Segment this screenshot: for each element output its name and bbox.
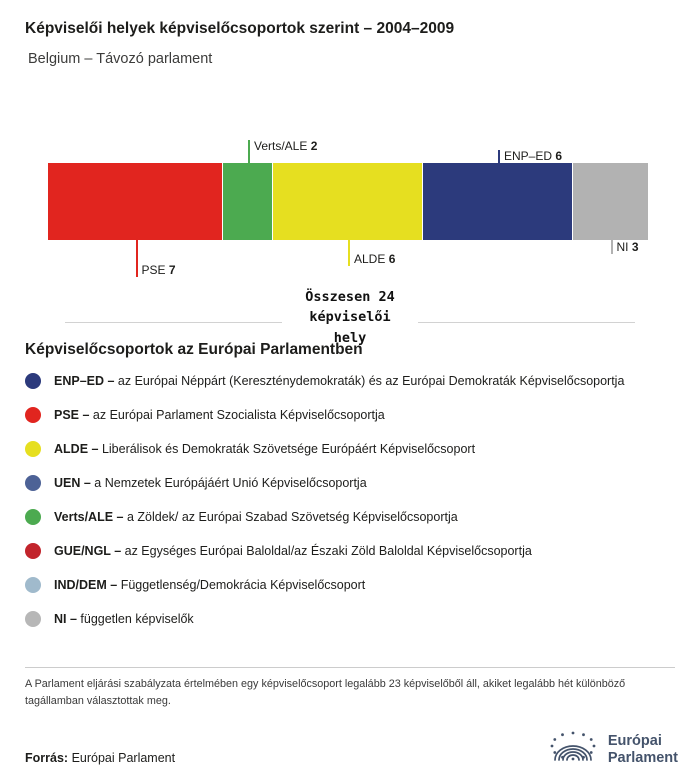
legend-color-dot	[25, 407, 41, 423]
legend-item: IND/DEM – Függetlenség/Demokrácia Képvis…	[25, 568, 675, 602]
ep-logo-text: Európai Parlament	[608, 733, 678, 766]
bar-segment-pse	[48, 163, 223, 240]
callout-label: Verts/ALE 2	[254, 139, 318, 153]
ep-logo-line-2: Parlament	[607, 749, 678, 766]
legend-text: PSE – az Európai Parlament Szocialista K…	[54, 408, 385, 422]
legend-item: Verts/ALE – a Zöldek/ az Európai Szabad …	[25, 500, 675, 534]
total-divider-left	[65, 322, 282, 323]
callout-label: NI 3	[616, 240, 639, 254]
callout-label: PSE 7	[141, 263, 176, 277]
total-divider-right	[418, 322, 635, 323]
page-title: Képviselői helyek képviselőcsoportok sze…	[25, 20, 455, 37]
page-subtitle: Belgium – Távozó parlament	[28, 51, 213, 67]
bar-segment-enp-ed	[423, 163, 573, 240]
footnote: A Parlament eljárási szabályzata értelmé…	[25, 678, 626, 707]
legend-color-dot	[25, 577, 41, 593]
bar-segment-verts-ale	[223, 163, 273, 240]
legend-text: ENP–ED – az Európai Néppárt (Keresztényd…	[54, 374, 625, 388]
source-label: Forrás:	[25, 751, 69, 765]
legend-item: ENP–ED – az Európai Néppárt (Keresztényd…	[25, 364, 675, 398]
legend-text: NI – független képviselők	[54, 612, 194, 626]
callout-tick	[348, 240, 350, 266]
legend-color-dot	[25, 509, 41, 525]
total-seats-line-3: hely	[333, 329, 367, 346]
legend-list: ENP–ED – az Európai Néppárt (Keresztényd…	[25, 364, 675, 636]
stacked-bar	[48, 163, 648, 240]
ep-logo-icon	[547, 729, 599, 770]
callout-label: ENP–ED 6	[504, 149, 563, 163]
callout-tick	[498, 150, 500, 163]
legend-text: GUE/NGL – az Egységes Európai Baloldal/a…	[54, 544, 532, 558]
callout-tick	[248, 140, 250, 163]
bar-segment-alde	[273, 163, 423, 240]
legend-color-dot	[25, 373, 41, 389]
legend-color-dot	[25, 475, 41, 491]
total-seats-line-1: Összesen 24	[305, 289, 395, 305]
legend-text: IND/DEM – Függetlenség/Demokrácia Képvis…	[54, 578, 366, 592]
legend-text: UEN – a Nemzetek Európájáért Unió Képvis…	[54, 476, 367, 490]
legend-color-dot	[25, 611, 41, 627]
legend-item: NI – független képviselők	[25, 602, 675, 636]
total-seats-label: Összesen 24 képviselői hely	[285, 287, 415, 348]
ep-logo: Európai Parlament	[547, 729, 678, 770]
legend-color-dot	[25, 543, 41, 559]
legend-item: UEN – a Nemzetek Európájáért Unió Képvis…	[25, 466, 675, 500]
bar-segment-ni	[573, 163, 648, 240]
callout-tick	[135, 240, 138, 277]
legend-text: ALDE – Liberálisok és Demokraták Szövets…	[54, 442, 476, 456]
callout-tick	[610, 240, 613, 254]
legend-item: PSE – az Európai Parlament Szocialista K…	[25, 398, 675, 432]
footnote-divider	[25, 667, 675, 668]
legend-color-dot	[25, 441, 41, 457]
ep-logo-line-1: Európai	[607, 732, 662, 749]
legend-item: ALDE – Liberálisok és Demokraták Szövets…	[25, 432, 675, 466]
total-seats-line-2: képviselői	[309, 309, 391, 326]
callout-label: ALDE 6	[354, 252, 396, 266]
legend-title: Képviselőcsoportok az Európai Parlamentb…	[25, 341, 363, 358]
source-value: Európai Parlament	[71, 751, 176, 765]
source-line: Forrás: Európai Parlament	[25, 751, 175, 765]
legend-item: GUE/NGL – az Egységes Európai Baloldal/a…	[25, 534, 675, 568]
legend-text: Verts/ALE – a Zöldek/ az Európai Szabad …	[54, 510, 458, 524]
